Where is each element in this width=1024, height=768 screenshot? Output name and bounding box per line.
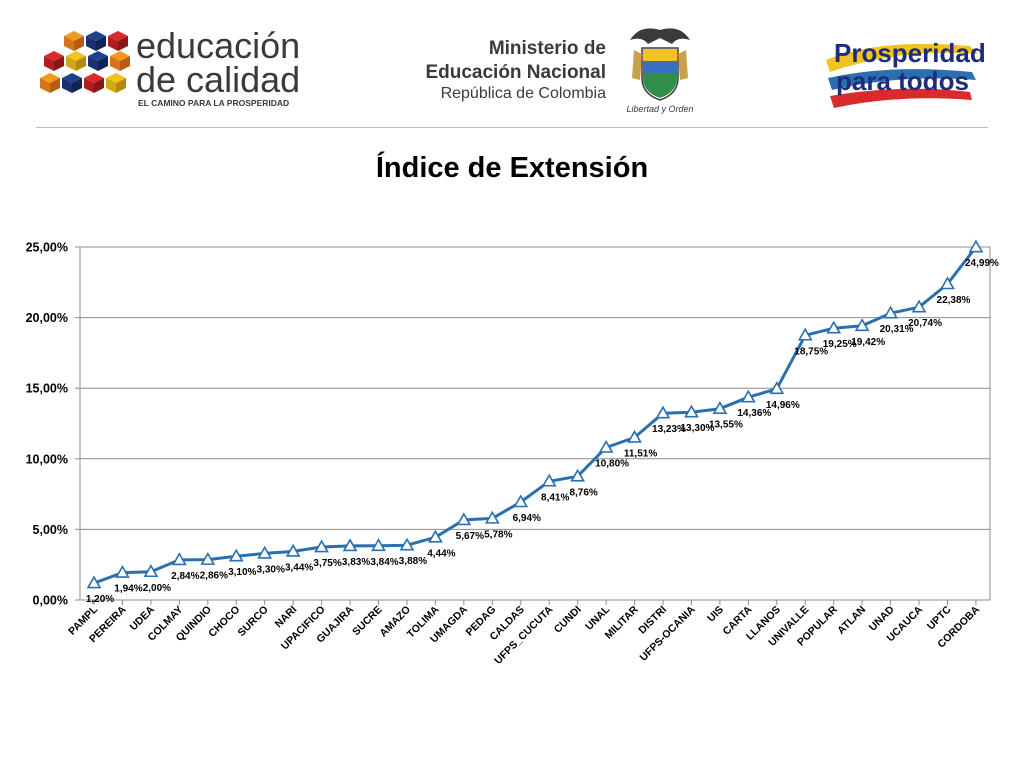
data-label: 10,80% bbox=[595, 459, 629, 470]
coat-of-arms-icon: Libertad y Orden bbox=[626, 28, 694, 114]
data-point-marker bbox=[712, 401, 728, 414]
data-label: 1,94% bbox=[114, 584, 142, 595]
data-point-marker bbox=[86, 575, 102, 589]
ministry-line-3: República de Colombia bbox=[441, 85, 607, 102]
x-tick-label: CUNDI bbox=[552, 604, 584, 636]
data-label: 11,51% bbox=[624, 448, 657, 459]
data-label: 3,84% bbox=[370, 557, 398, 568]
prosperidad-line-2: para todos bbox=[836, 66, 969, 96]
plot-area bbox=[79, 246, 991, 601]
data-point-marker bbox=[342, 538, 358, 552]
data-label: 14,36% bbox=[737, 408, 771, 419]
data-label: 19,25% bbox=[823, 339, 857, 350]
data-point-marker bbox=[940, 276, 955, 290]
data-point-marker bbox=[740, 389, 756, 403]
y-tick-label: 0,00% bbox=[33, 594, 68, 608]
data-label: 4,44% bbox=[427, 548, 455, 559]
header-divider bbox=[36, 127, 988, 128]
data-label: 8,41% bbox=[541, 492, 569, 503]
x-tick-label: CHOCO bbox=[206, 604, 242, 640]
data-label: 24,99% bbox=[965, 258, 999, 269]
data-label: 3,88% bbox=[399, 556, 427, 567]
data-label: 13,23% bbox=[652, 424, 686, 435]
data-point-marker bbox=[598, 439, 614, 453]
data-point-marker bbox=[143, 564, 159, 578]
data-point-marker bbox=[228, 548, 244, 562]
x-tick-label: ATLAN bbox=[835, 604, 868, 637]
data-point-marker bbox=[257, 545, 273, 559]
data-point-marker bbox=[826, 320, 842, 334]
data-point-marker bbox=[200, 552, 216, 565]
y-tick-label: 20,00% bbox=[26, 311, 68, 325]
data-point-marker bbox=[883, 305, 898, 319]
data-label: 5,67% bbox=[456, 531, 484, 542]
data-point-marker bbox=[769, 381, 785, 395]
data-label: 8,76% bbox=[569, 487, 597, 498]
logo-line-2: de calidad bbox=[136, 59, 300, 100]
data-label: 18,75% bbox=[794, 346, 828, 357]
header: educación de calidad EL CAMINO PARA LA P… bbox=[0, 0, 1024, 130]
data-label: 20,74% bbox=[908, 318, 942, 329]
data-point-marker bbox=[684, 404, 699, 418]
data-point-marker bbox=[115, 564, 130, 578]
data-point-marker bbox=[854, 318, 870, 332]
data-label: 5,78% bbox=[484, 529, 512, 540]
data-point-marker bbox=[484, 510, 500, 524]
y-tick-label: 5,00% bbox=[33, 523, 68, 537]
ministry-line-2: Educación Nacional bbox=[425, 62, 606, 83]
data-point-marker bbox=[797, 327, 813, 341]
chart-title: Índice de Extensión bbox=[375, 152, 649, 184]
data-point-marker bbox=[655, 405, 671, 419]
prosperidad-logo: Prosperidad para todos bbox=[826, 38, 986, 108]
data-label: 22,38% bbox=[937, 295, 971, 306]
y-tick-label: 10,00% bbox=[26, 452, 68, 466]
data-point-marker bbox=[456, 512, 472, 526]
data-label: 19,42% bbox=[851, 337, 885, 348]
ministry-line-1: Ministerio de bbox=[489, 38, 606, 59]
data-label: 2,84% bbox=[171, 571, 199, 582]
y-tick-label: 25,00% bbox=[26, 241, 68, 255]
logo-line-1: educación bbox=[136, 25, 300, 66]
data-point-marker bbox=[570, 468, 586, 482]
data-label: 20,31% bbox=[880, 324, 914, 335]
data-point-marker bbox=[371, 538, 386, 552]
data-point-marker bbox=[399, 537, 415, 551]
x-tick-label: UIS bbox=[705, 604, 726, 625]
data-label: 1,20% bbox=[86, 594, 114, 605]
data-point-marker bbox=[541, 473, 557, 487]
x-tick-label: SURCO bbox=[236, 604, 271, 639]
data-label: 3,10% bbox=[228, 567, 256, 578]
cubes-icon bbox=[40, 31, 130, 93]
data-label: 14,96% bbox=[766, 400, 800, 411]
series-line bbox=[93, 246, 978, 585]
data-point-marker bbox=[627, 429, 642, 443]
data-point-marker bbox=[911, 299, 927, 313]
educacion-de-calidad-logo: educación de calidad EL CAMINO PARA LA P… bbox=[40, 25, 300, 108]
data-label: 3,83% bbox=[342, 557, 370, 568]
ministerio-logo: Ministerio de Educación Nacional Repúbli… bbox=[425, 38, 607, 102]
data-point-marker bbox=[285, 543, 301, 557]
data-label: 13,55% bbox=[709, 420, 743, 431]
data-label: 13,30% bbox=[680, 423, 714, 434]
data-point-marker bbox=[314, 539, 329, 553]
data-label: 2,86% bbox=[200, 571, 228, 582]
seal-motto: Libertad y Orden bbox=[626, 104, 693, 114]
data-label: 3,30% bbox=[257, 564, 285, 575]
data-label: 6,94% bbox=[513, 513, 541, 524]
data-label: 2,00% bbox=[143, 583, 171, 594]
data-point-marker bbox=[968, 239, 984, 253]
data-label: 3,75% bbox=[313, 558, 341, 569]
y-tick-label: 15,00% bbox=[26, 382, 68, 396]
data-point-marker bbox=[428, 529, 443, 543]
data-label: 3,44% bbox=[285, 562, 313, 573]
prosperidad-line-1: Prosperidad bbox=[834, 38, 986, 68]
data-point-marker bbox=[513, 494, 529, 508]
data-point-marker bbox=[171, 552, 187, 566]
logo-tagline: EL CAMINO PARA LA PROSPERIDAD bbox=[138, 98, 289, 108]
